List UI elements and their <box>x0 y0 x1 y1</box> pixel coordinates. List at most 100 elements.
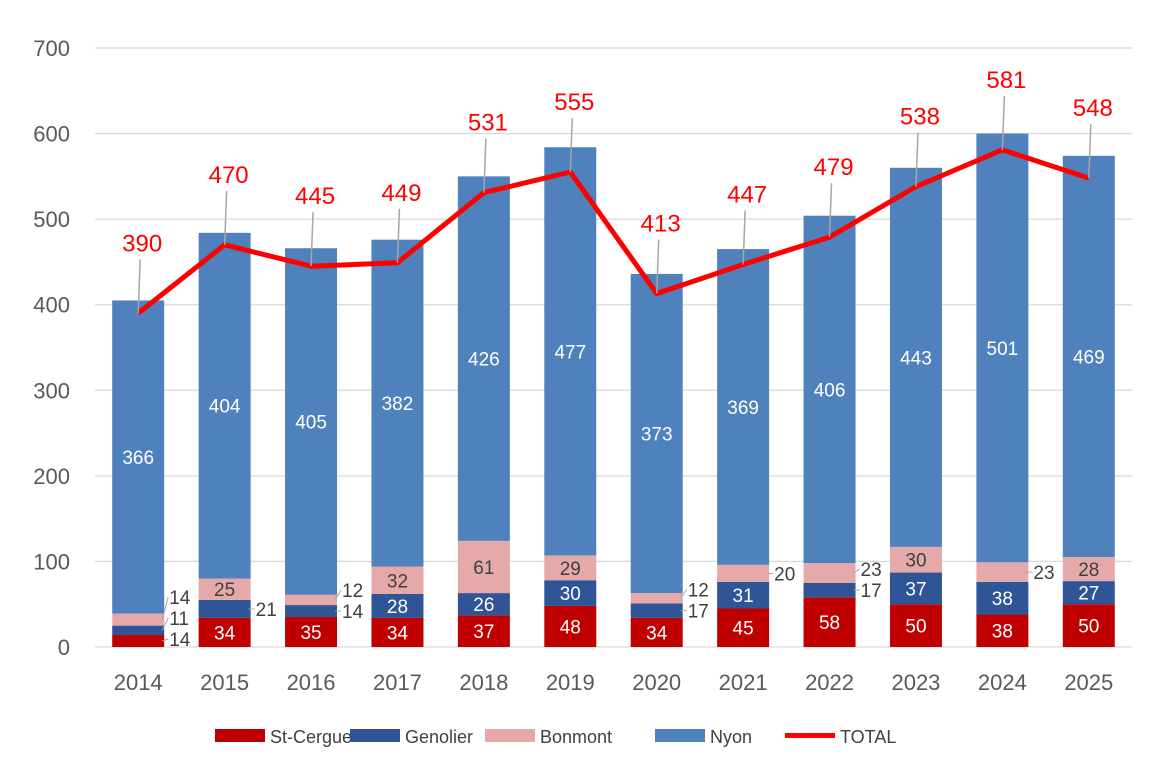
bar-genolier <box>630 603 683 618</box>
leader-line <box>828 183 833 238</box>
bar-bonmont <box>457 540 510 594</box>
y-tick-label: 600 <box>33 122 70 147</box>
data-label-bonmont: 30 <box>905 551 926 572</box>
bar-genolier <box>371 593 424 618</box>
data-label-nyon: 477 <box>554 342 586 363</box>
data-label-bonmont: 29 <box>560 559 581 580</box>
bar-bonmont <box>544 555 597 581</box>
data-label-nyon: 469 <box>1073 347 1105 368</box>
bar-genolier <box>198 599 251 618</box>
data-label-st-cergue: 50 <box>905 617 926 638</box>
bar-st-cergue <box>976 614 1029 647</box>
data-label-bonmont: 12 <box>342 581 363 602</box>
data-label-st-cergue: 45 <box>733 619 754 640</box>
leader-line <box>162 638 169 642</box>
legend-swatch-bonmont <box>485 729 535 742</box>
bar-bonmont <box>198 578 251 600</box>
data-label-total: 555 <box>554 89 594 116</box>
leader-line <box>483 138 487 193</box>
bar-st-cergue <box>803 597 856 647</box>
data-label-genolier: 21 <box>256 600 277 621</box>
x-tick-label: 2018 <box>459 670 508 695</box>
data-label-total: 413 <box>641 211 681 238</box>
x-tick-label: 2025 <box>1064 670 1113 695</box>
bar-st-cergue <box>198 617 251 647</box>
data-label-total: 445 <box>295 183 335 210</box>
x-tick-label: 2022 <box>805 670 854 695</box>
data-label-genolier: 17 <box>861 581 882 602</box>
bar-genolier <box>803 582 856 598</box>
bar-st-cergue <box>457 615 510 647</box>
data-label-total: 390 <box>122 230 162 257</box>
bar-genolier <box>544 580 597 606</box>
data-label-genolier: 31 <box>733 586 754 607</box>
data-label-nyon: 369 <box>727 398 759 419</box>
data-label-nyon: 501 <box>987 339 1019 360</box>
data-label-bonmont: 23 <box>861 560 882 581</box>
x-tick-label: 2020 <box>632 670 681 695</box>
legend-swatch-nyon <box>655 729 705 742</box>
y-tick-label: 0 <box>58 635 70 660</box>
data-label-nyon: 443 <box>900 348 932 369</box>
data-label-genolier: 38 <box>992 589 1013 610</box>
data-label-genolier: 30 <box>560 584 581 605</box>
legend-swatch-st-cergue <box>215 729 265 742</box>
bar-st-cergue <box>112 635 165 647</box>
data-label-st-cergue: 58 <box>819 613 840 634</box>
data-label-total: 479 <box>814 154 854 181</box>
legend-label-st-cergue: St-Cergue <box>270 727 352 747</box>
bar-nyon <box>630 273 683 594</box>
bar-bonmont <box>112 613 165 626</box>
leader-line <box>1088 124 1092 179</box>
data-label-st-cergue: 34 <box>646 623 668 644</box>
bar-nyon <box>112 300 165 614</box>
data-label-total: 449 <box>381 180 421 207</box>
data-label-st-cergue: 34 <box>214 623 236 644</box>
data-label-st-cergue: 14 <box>169 630 191 651</box>
bar-nyon <box>803 215 856 564</box>
leader-line <box>742 210 746 265</box>
x-tick-label: 2015 <box>200 670 249 695</box>
data-label-bonmont: 32 <box>387 571 408 592</box>
data-label-bonmont: 20 <box>774 564 795 585</box>
bar-st-cergue <box>544 605 597 647</box>
data-label-bonmont: 12 <box>688 581 709 602</box>
bar-st-cergue <box>1062 604 1115 647</box>
leader-line <box>310 212 314 267</box>
bar-st-cergue <box>717 608 770 647</box>
y-tick-label: 700 <box>33 36 70 61</box>
x-tick-label: 2021 <box>719 670 768 695</box>
data-label-st-cergue: 37 <box>473 622 494 643</box>
leader-line <box>161 596 169 620</box>
leader-line <box>334 589 342 601</box>
bar-bonmont <box>371 566 424 594</box>
data-label-total: 581 <box>986 67 1026 94</box>
data-label-genolier: 28 <box>387 597 408 618</box>
data-label-nyon: 373 <box>641 424 673 445</box>
bar-bonmont <box>803 563 856 583</box>
data-label-st-cergue: 35 <box>300 623 321 644</box>
data-label-bonmont: 61 <box>473 558 494 579</box>
data-label-genolier: 17 <box>688 602 709 623</box>
data-label-st-cergue: 34 <box>387 623 409 644</box>
data-label-st-cergue: 48 <box>560 617 581 638</box>
data-label-genolier: 14 <box>342 602 364 623</box>
legend-label-bonmont: Bonmont <box>540 727 612 747</box>
data-label-total: 548 <box>1073 95 1113 122</box>
data-label-st-cergue: 38 <box>992 622 1013 643</box>
data-label-bonmont: 25 <box>214 580 235 601</box>
data-label-genolier: 11 <box>169 609 189 630</box>
legend-label-total: TOTAL <box>840 727 896 747</box>
leader-line <box>396 208 401 263</box>
bar-nyon <box>371 239 424 567</box>
leader-line <box>915 132 919 187</box>
x-tick-label: 2024 <box>978 670 1027 695</box>
data-label-nyon: 382 <box>382 394 414 415</box>
x-tick-label: 2016 <box>287 670 336 695</box>
x-tick-label: 2017 <box>373 670 422 695</box>
legend-label-nyon: Nyon <box>710 727 752 747</box>
bar-genolier <box>112 625 165 636</box>
y-tick-label: 400 <box>33 293 70 318</box>
bar-bonmont <box>630 593 683 604</box>
data-label-nyon: 405 <box>295 413 327 434</box>
